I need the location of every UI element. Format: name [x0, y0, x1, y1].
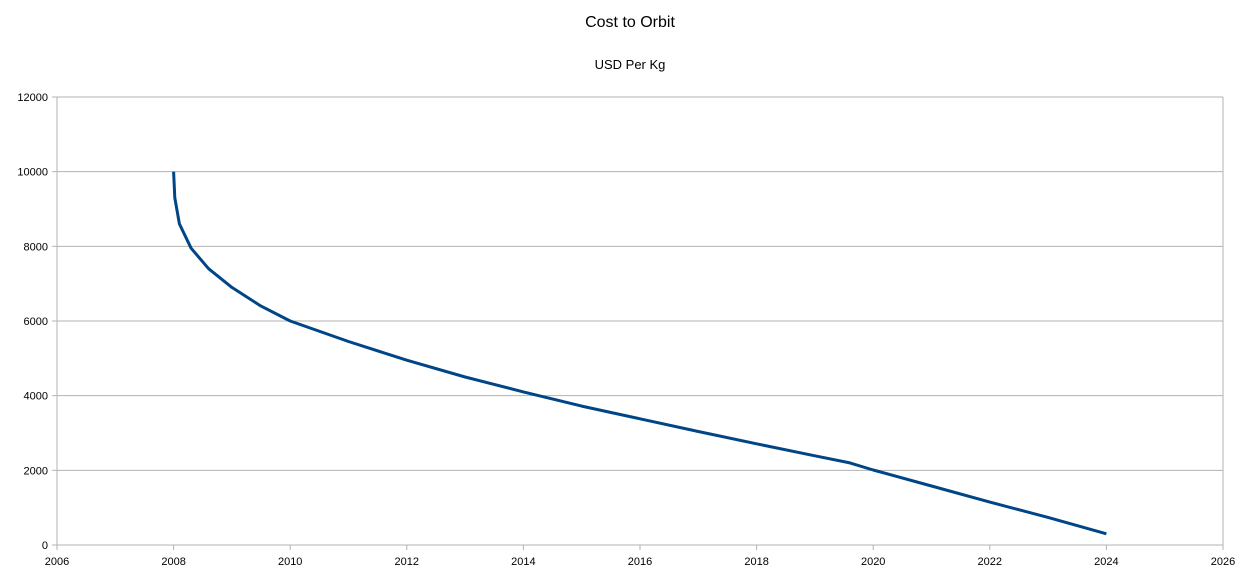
y-tick-label: 6000	[24, 316, 48, 328]
y-axis-ticks: 0 2000 4000 6000 8000 10000 12000	[17, 92, 48, 552]
chart-title: Cost to Orbit	[585, 14, 675, 31]
y-tick-label: 2000	[24, 465, 48, 477]
x-tick-label: 2008	[161, 556, 185, 568]
x-tick-label: 2014	[511, 556, 535, 568]
axes	[52, 96, 1224, 550]
series-group	[172, 171, 1107, 536]
chart-subtitle: USD Per Kg	[594, 57, 666, 72]
x-tick-label: 2016	[628, 556, 652, 568]
x-tick-label: 2022	[978, 556, 1002, 568]
x-tick-label: 2024	[1094, 556, 1118, 568]
y-tick-label: 8000	[24, 241, 48, 253]
grid-lines	[57, 96, 1223, 471]
y-tick-label: 4000	[24, 391, 48, 403]
y-tick-label: 0	[42, 540, 48, 552]
y-tick-label: 10000	[17, 167, 48, 179]
x-tick-label: 2010	[278, 556, 302, 568]
x-tick-label: 2026	[1211, 556, 1235, 568]
x-axis-ticks: 2006 2008 2010 2012 2014 2016 2018 2020 2022 2024…	[45, 556, 1235, 568]
x-tick-label: 2018	[744, 556, 768, 568]
x-tick-label: 2006	[45, 556, 69, 568]
series-line	[172, 171, 1107, 536]
x-tick-label: 2020	[861, 556, 885, 568]
x-tick-label: 2012	[395, 556, 419, 568]
y-tick-label: 12000	[17, 92, 48, 104]
